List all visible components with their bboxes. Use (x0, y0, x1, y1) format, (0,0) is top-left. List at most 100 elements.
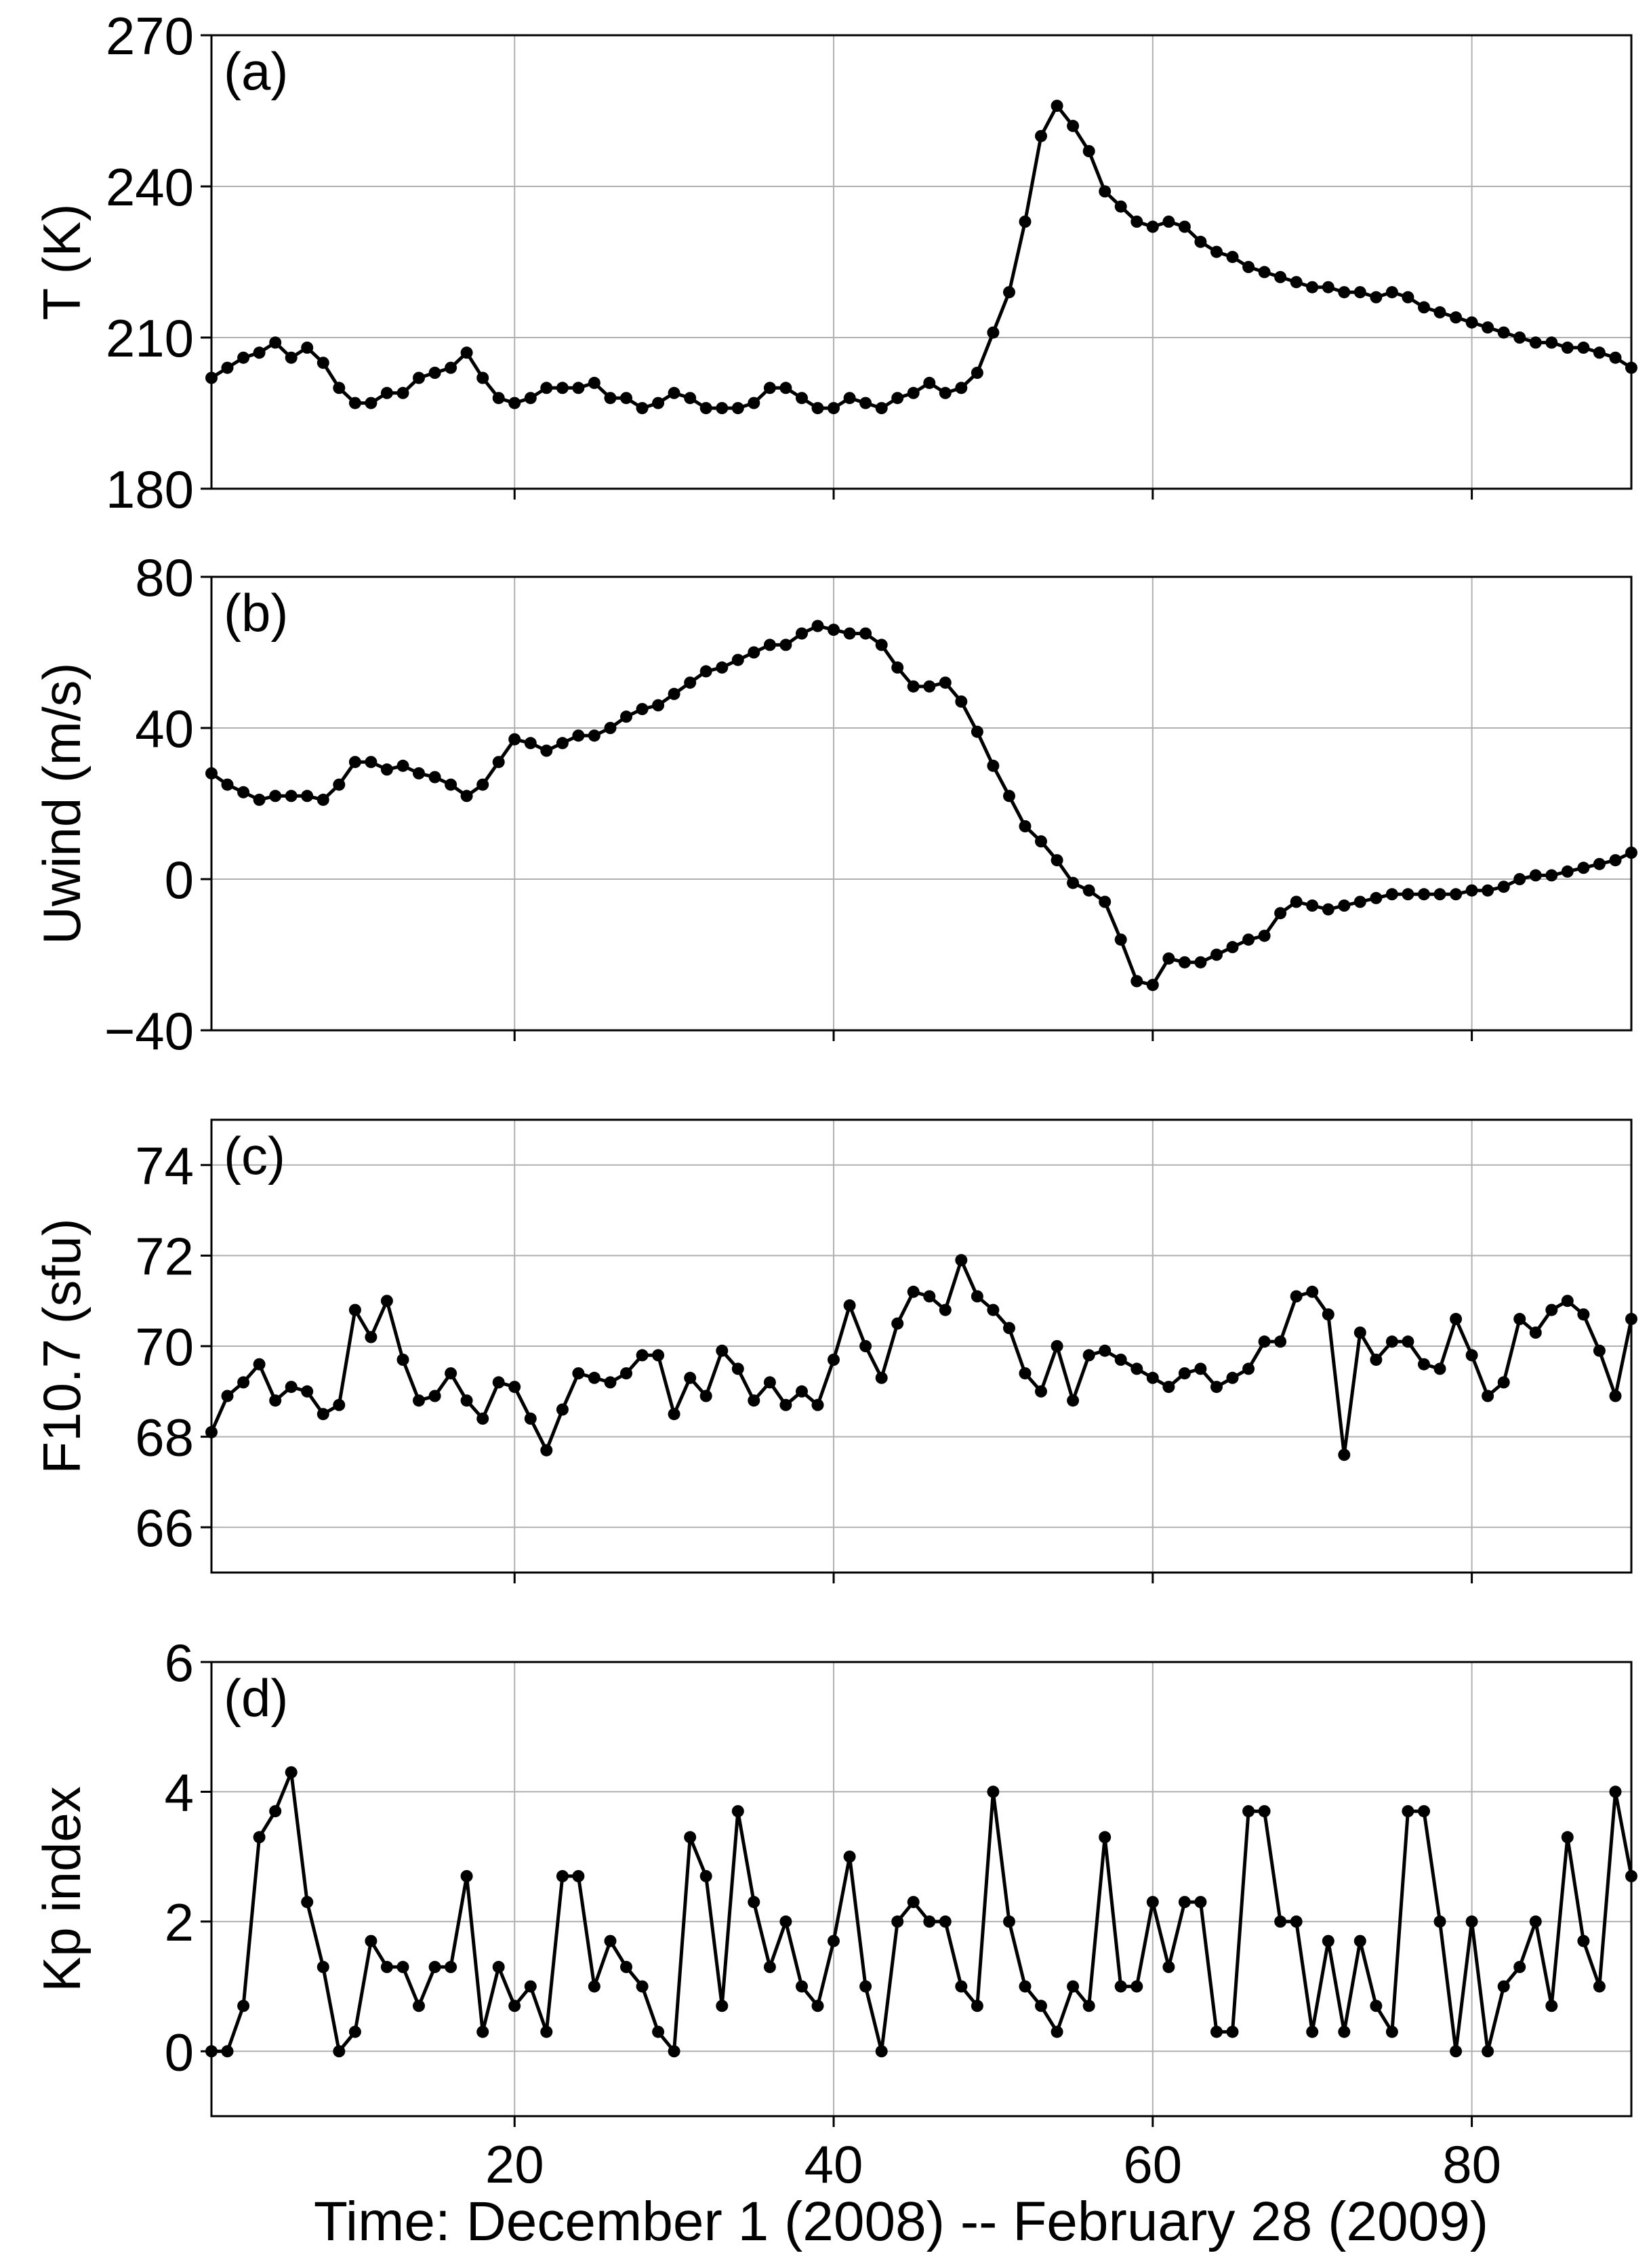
data-point (1114, 1980, 1127, 1993)
data-point (1450, 2045, 1463, 2058)
data-point (1402, 291, 1414, 304)
panel-label: (d) (224, 1668, 288, 1728)
data-point (413, 1394, 425, 1407)
data-point (285, 351, 298, 364)
data-point (923, 1290, 936, 1303)
data-point (365, 1331, 378, 1343)
data-point (1418, 1805, 1430, 1818)
data-point (508, 2000, 521, 2012)
data-point (1019, 216, 1032, 228)
data-point (1465, 316, 1478, 329)
data-point (636, 703, 649, 716)
data-point (221, 778, 234, 791)
data-point (763, 1960, 776, 1973)
data-point (317, 1408, 329, 1421)
data-point (620, 1367, 632, 1380)
data-point (365, 756, 378, 769)
data-point (779, 1915, 792, 1928)
panel-b: −40 0 40 80 (b) Uwind (m/s) (32, 548, 1637, 1061)
data-point (524, 1980, 537, 1993)
data-point (1577, 1935, 1590, 1947)
data-point (652, 397, 665, 409)
data-point (604, 722, 617, 734)
data-point (380, 763, 393, 776)
data-point (1370, 291, 1383, 304)
data-point (301, 1896, 314, 1909)
data-point (1545, 869, 1558, 882)
data-point (1609, 1390, 1622, 1402)
data-point (1513, 1312, 1526, 1325)
data-point (588, 1980, 600, 1993)
data-point (317, 793, 329, 806)
data-point (1433, 1362, 1446, 1375)
data-point (301, 790, 314, 803)
data-point (1338, 899, 1351, 912)
data-point (1497, 1980, 1510, 1993)
data-point (668, 1408, 680, 1421)
data-point (1019, 820, 1032, 832)
data-point (237, 2000, 250, 2012)
data-point (460, 790, 473, 803)
data-point (1497, 326, 1510, 339)
y-tick-label: 270 (106, 6, 194, 66)
y-tick-label: 70 (135, 1317, 194, 1377)
series-line (211, 1770, 1633, 2053)
data-point (668, 386, 680, 399)
data-point (1274, 1915, 1287, 1928)
data-point (1162, 1960, 1175, 1973)
panel-label: (c) (224, 1126, 285, 1186)
data-point (508, 397, 521, 409)
data-point (1162, 216, 1175, 228)
y-axis-title: Uwind (m/s) (32, 662, 91, 944)
data-point (317, 357, 329, 369)
data-point (1082, 884, 1095, 897)
data-point (955, 1980, 968, 1993)
data-point (365, 1935, 378, 1947)
data-point (237, 351, 250, 364)
data-point (1545, 1303, 1558, 1316)
data-point (1003, 1915, 1015, 1928)
data-point (971, 725, 983, 738)
data-point (1338, 286, 1351, 299)
data-point (1290, 1290, 1303, 1303)
data-point (604, 392, 617, 405)
data-point (1210, 245, 1223, 258)
data-point (492, 1376, 505, 1389)
data-point (1274, 1335, 1287, 1348)
data-point (269, 1805, 282, 1818)
data-point (907, 1285, 920, 1298)
data-point (1513, 1960, 1526, 1973)
data-point (333, 778, 346, 791)
data-point (1226, 2025, 1239, 2038)
data-point (445, 1960, 457, 1973)
data-point (1290, 276, 1303, 289)
data-point (396, 1960, 409, 1973)
panel-a: 180 210 240 270 (a) T (K) (32, 6, 1637, 519)
data-point (843, 1299, 856, 1312)
data-point (636, 1349, 649, 1362)
data-point (1418, 301, 1430, 314)
data-point (987, 326, 1000, 339)
data-point (476, 778, 489, 791)
data-point (716, 661, 729, 674)
data-point (1210, 948, 1223, 961)
data-point (1067, 1394, 1080, 1407)
panel-label: (b) (224, 583, 288, 643)
data-point (891, 392, 904, 405)
data-point (731, 1362, 744, 1375)
data-point (668, 687, 680, 700)
data-point (221, 2045, 234, 2058)
data-point (269, 1394, 282, 1407)
data-point (1099, 895, 1112, 908)
data-point (828, 402, 840, 415)
series-line (210, 104, 1633, 410)
data-point (1513, 331, 1526, 344)
y-axis-title: F10.7 (sfu) (32, 1218, 91, 1474)
data-point (556, 382, 569, 394)
data-point (828, 1354, 840, 1366)
y-tick-label: 72 (135, 1226, 194, 1286)
data-point (380, 386, 393, 399)
data-point (923, 1915, 936, 1928)
data-point (875, 639, 888, 651)
data-point (1178, 1896, 1191, 1909)
